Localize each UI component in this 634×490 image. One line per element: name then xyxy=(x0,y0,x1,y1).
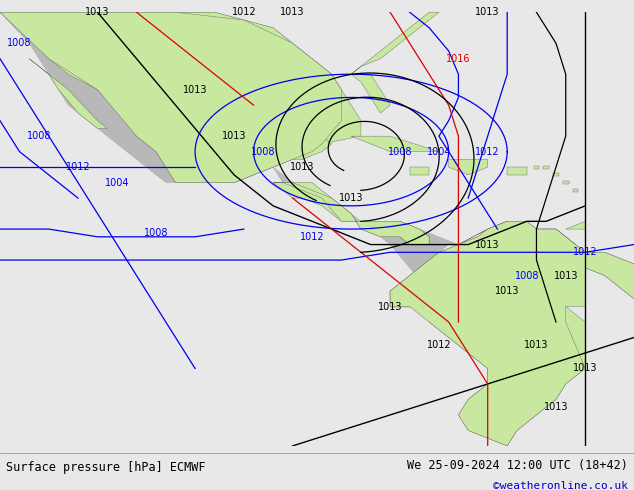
Polygon shape xyxy=(0,12,341,183)
Polygon shape xyxy=(573,189,578,192)
Text: 1008: 1008 xyxy=(387,147,412,157)
Polygon shape xyxy=(351,74,390,113)
Text: We 25-09-2024 12:00 UTC (18+42): We 25-09-2024 12:00 UTC (18+42) xyxy=(407,459,628,472)
Text: 1016: 1016 xyxy=(446,54,470,64)
Text: 1013: 1013 xyxy=(339,193,363,203)
Text: 1013: 1013 xyxy=(378,301,403,312)
Text: 1013: 1013 xyxy=(573,364,597,373)
Text: 1008: 1008 xyxy=(27,131,51,141)
Text: 1004: 1004 xyxy=(105,177,129,188)
Text: 1013: 1013 xyxy=(86,7,110,17)
Text: 1013: 1013 xyxy=(544,402,568,412)
Polygon shape xyxy=(390,221,585,446)
Text: 1004: 1004 xyxy=(427,147,451,157)
Polygon shape xyxy=(566,221,585,229)
Polygon shape xyxy=(585,252,634,307)
Text: 1013: 1013 xyxy=(476,240,500,249)
Text: 1013: 1013 xyxy=(280,7,305,17)
Text: 1013: 1013 xyxy=(183,85,207,95)
Text: 1013: 1013 xyxy=(290,162,314,172)
Text: 1013: 1013 xyxy=(222,131,247,141)
Polygon shape xyxy=(563,181,569,184)
Text: 1012: 1012 xyxy=(66,162,90,172)
Text: Surface pressure [hPa] ECMWF: Surface pressure [hPa] ECMWF xyxy=(6,462,206,474)
Text: 1012: 1012 xyxy=(300,232,325,242)
Polygon shape xyxy=(458,221,576,245)
Polygon shape xyxy=(0,12,361,183)
Text: 1008: 1008 xyxy=(144,228,168,238)
Polygon shape xyxy=(351,12,439,74)
Polygon shape xyxy=(390,221,634,446)
Text: 1012: 1012 xyxy=(231,7,256,17)
Polygon shape xyxy=(543,166,549,169)
Polygon shape xyxy=(351,136,439,151)
Text: 1008: 1008 xyxy=(514,270,539,281)
Text: 1013: 1013 xyxy=(495,286,519,296)
Polygon shape xyxy=(283,136,332,159)
Polygon shape xyxy=(29,59,107,128)
Text: ©weatheronline.co.uk: ©weatheronline.co.uk xyxy=(493,481,628,490)
Polygon shape xyxy=(273,183,429,245)
Text: 1008: 1008 xyxy=(7,38,32,48)
Polygon shape xyxy=(410,167,429,175)
Polygon shape xyxy=(534,166,540,169)
Text: 1013: 1013 xyxy=(476,7,500,17)
Polygon shape xyxy=(0,12,458,307)
Polygon shape xyxy=(390,291,429,307)
Text: 1013: 1013 xyxy=(524,340,548,350)
Polygon shape xyxy=(507,167,527,175)
Text: 1008: 1008 xyxy=(251,147,276,157)
Text: 1012: 1012 xyxy=(573,247,597,257)
Text: 1012: 1012 xyxy=(427,340,451,350)
Polygon shape xyxy=(273,183,429,245)
Polygon shape xyxy=(449,159,488,175)
Polygon shape xyxy=(553,173,559,176)
Text: 1013: 1013 xyxy=(553,270,578,281)
Text: 1012: 1012 xyxy=(476,147,500,157)
